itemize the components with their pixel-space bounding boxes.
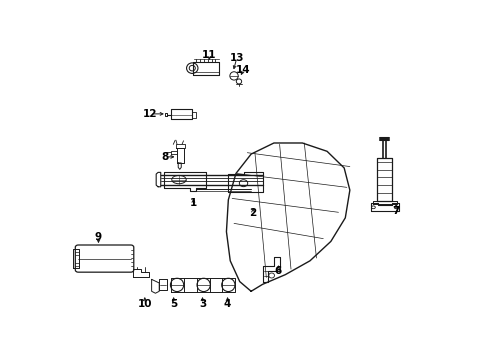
Text: 12: 12 [143,109,157,119]
Text: 4: 4 [224,299,231,309]
Text: 3: 3 [199,299,206,309]
Text: 6: 6 [275,266,282,276]
Text: 7: 7 [392,206,400,216]
Text: 11: 11 [202,50,217,60]
Text: 13: 13 [229,53,244,63]
Text: 8: 8 [161,152,168,162]
Text: 1: 1 [190,198,197,208]
Text: 14: 14 [236,64,251,75]
Text: 9: 9 [95,232,102,242]
Text: 2: 2 [249,208,257,218]
Text: 10: 10 [138,299,152,309]
Text: 5: 5 [170,299,177,309]
